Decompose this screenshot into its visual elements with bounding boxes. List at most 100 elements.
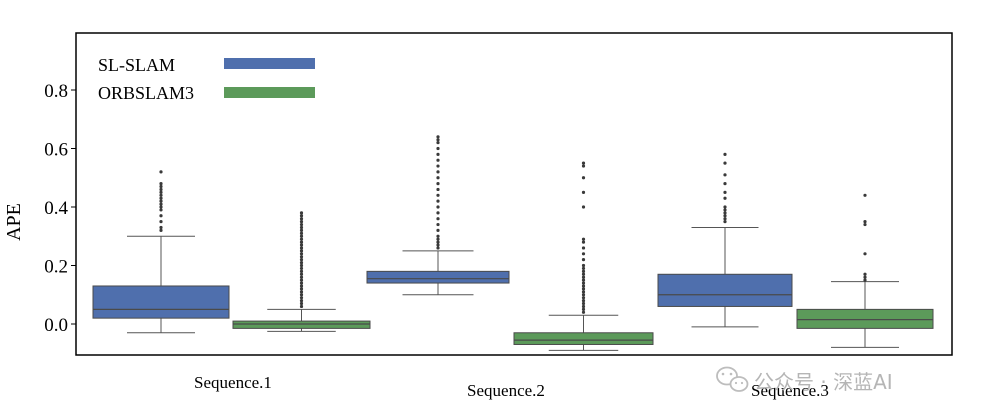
outlier-point [581,237,586,241]
outlier-point [159,202,163,206]
outlier-point [159,182,163,186]
outlier-point [159,187,163,192]
plot-frame [75,32,953,356]
outlier-point [436,164,440,168]
outlier-point [581,266,586,271]
outlier-point [581,205,586,209]
outlier-point [436,234,440,238]
outlier-point [159,190,163,194]
outlier-point [299,266,304,271]
watermark-text: 公众号 · 深蓝AI [754,370,893,394]
outlier-point [299,287,304,291]
outlier-point [436,152,440,156]
outlier-point [159,184,163,189]
outlier-point [436,205,440,209]
outlier-point [723,161,727,165]
legend-swatch-orbslam3 [224,87,315,98]
legend: SL-SLAM ORBSLAM3 [98,55,315,103]
outlier-point [723,217,727,221]
outlier-point [436,211,440,215]
outlier-point [299,301,304,306]
outlier-point [863,252,867,256]
outlier-point [299,222,304,227]
outlier-point [159,228,163,232]
outlier-point [581,176,586,180]
outlier-point [581,284,586,288]
outlier-point [299,243,304,247]
box-sl-slam-2 [366,270,510,284]
outlier-point [159,170,163,174]
outlier-point [299,225,304,230]
y-tick-label: 0.6 [44,140,68,161]
outlier-point [436,138,440,142]
outlier-point [436,176,440,180]
outlier-point [581,272,586,276]
outlier-point [299,293,304,297]
outlier-point [436,243,440,247]
outlier-point [581,278,586,282]
outlier-point [581,310,586,314]
outlier-point [581,263,586,268]
outlier-point [863,272,867,276]
outlier-point [299,260,304,265]
outlier-point [581,275,586,279]
outlier-point [436,158,440,162]
outlier-point [436,182,440,186]
outlier-point [723,214,727,218]
outlier-point [581,161,586,165]
outlier-point [581,296,586,300]
plot-layer: 0.0 0.2 0.4 0.6 0.8 Sequence.1 Sequence.2 Seque… [44,32,953,400]
outlier-point [299,228,304,232]
outlier-point [299,220,304,224]
y-tick-label: 0.4 [44,198,68,219]
x-tick-label: Sequence.2 [467,381,545,400]
outlier-point [581,269,586,273]
legend-label-orbslam3: ORBSLAM3 [98,83,194,103]
y-tick-label: 0.0 [44,315,68,336]
outlier-point [436,199,440,203]
outlier-point [581,304,586,309]
y-tick-label: 0.2 [44,257,68,278]
outlier-point [299,217,304,221]
outlier-point [159,214,163,218]
outlier-point [723,173,727,177]
outlier-point [159,225,163,230]
outlier-point [299,252,304,256]
outlier-point [436,141,440,145]
watermark: 公众号 · 深蓝AI [716,366,893,394]
legend-label-sl-slam: SL-SLAM [98,55,175,75]
outlier-point [436,146,440,151]
outlier-point [723,190,727,194]
outlier-point [436,240,440,244]
outlier-point [299,284,304,288]
outlier-point [581,287,586,291]
outlier-point [299,275,304,279]
legend-swatch-sl-slam [224,58,315,69]
outlier-point [723,152,727,156]
outlier-point [581,299,586,303]
y-axis-label: APE [3,203,25,241]
outlier-point [299,269,304,273]
outlier-point [159,205,163,209]
outlier-point [581,307,586,311]
outlier-point [436,217,440,221]
outlier-point [581,240,586,244]
outlier-point [159,193,163,197]
outlier-point [436,228,440,232]
outlier-point [299,211,304,215]
outlier-point [299,234,304,238]
outlier-point [299,281,304,285]
outlier-point [299,214,304,218]
outlier-point [863,278,867,282]
wechat-icon [716,366,749,392]
outlier-point [436,193,440,197]
outlier-point [863,220,867,224]
outlier-point [159,196,163,200]
outlier-point [299,249,304,253]
outlier-point [159,199,163,203]
outlier-point [723,205,727,209]
outlier-point [436,237,440,241]
outlier-point [723,220,727,224]
outlier-point [723,182,727,186]
